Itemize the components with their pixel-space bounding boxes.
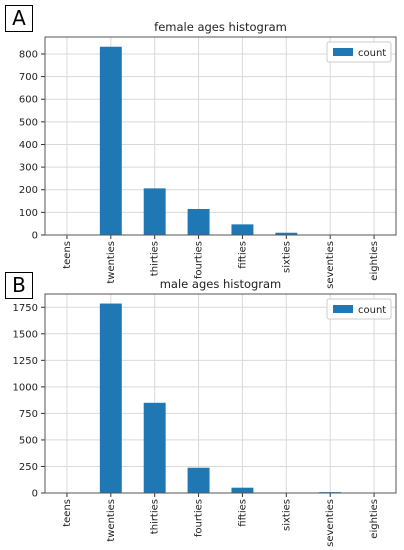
chart-0-xtick-label: twenties [106,241,117,284]
male-ages-chart: male ages histogram 0 250 500 750 1000 1250 150… [13,277,397,547]
chart-0-ytick-label: 400 [19,140,38,151]
chart-1-xtick-label: thirties [150,499,161,534]
chart-0-legend: count [326,41,392,63]
chart-0-ytick-label: 200 [19,185,38,196]
chart-0-ytick-label: 100 [19,208,38,219]
chart-1-ytick-label: 1000 [13,382,38,393]
chart-0-bar-sixties [275,232,298,235]
chart-0-ytick-label: 600 [19,95,38,106]
chart-0-xtick-label: seventies [325,241,336,289]
chart-1-title: male ages histogram [160,277,282,291]
chart-1-ytick-label: 250 [19,462,38,473]
chart-1-xtick-label: eighties [369,499,380,539]
chart-1-xtick-label: fifties [237,499,248,527]
panel-label-a: A [5,5,33,32]
chart-0-xtick-label: sixties [281,241,292,273]
chart-0-bar-thirties [143,188,166,235]
female-ages-chart: female ages histogram 0 100 200 300 400 500 600… [19,20,397,289]
chart-1-xtick-label: twenties [106,499,117,542]
chart-1-bar-fourties [187,467,210,493]
panel-a: A female ages histogram 0 100 200 300 400 500 6… [0,0,404,289]
chart-1-ytick-label: 750 [19,409,38,420]
chart-0-xtick-label: eighties [369,241,380,281]
chart-0-ytick-label: 800 [19,49,38,60]
chart-0-axes-frame [44,36,397,236]
chart-0-legend-label: count [358,48,386,59]
chart-1-legend-swatch [333,305,353,313]
chart-1-ytick-label: 0 [32,489,38,500]
chart-1-bar-fifties [231,487,254,493]
chart-1-axes-frame [44,293,397,494]
panel-b: B male ages histogram 0 250 500 750 1000 1250 1… [0,270,404,550]
chart-0-bar-fifties [231,224,254,235]
chart-0-xtick-label: thirties [150,241,161,276]
chart-0-ytick-label: 700 [19,72,38,83]
chart-1-ytick-label: 500 [19,435,38,446]
chart-0-title: female ages histogram [154,20,287,34]
chart-1-ytick-label: 1750 [13,303,38,314]
chart-1-legend-box [326,298,392,320]
chart-0-bar-fourties [187,208,210,235]
chart-1-xtick-label: seventies [325,499,336,547]
chart-0-bar-twenties [99,46,122,235]
chart-1-legend-label: count [358,305,386,316]
chart-0-ytick-label: 500 [19,117,38,128]
chart-0-ytick-label: 0 [32,231,38,242]
chart-1-legend: count [326,298,392,320]
chart-1-ytick-label: 1500 [13,329,38,340]
chart-0-xtick-label: teens [62,241,73,269]
chart-0-legend-box [326,41,392,63]
chart-0-xtick-label: fifties [237,241,248,269]
chart-1-bar-thirties [143,402,166,493]
chart-1-xtick-label: teens [62,499,73,527]
chart-1-xtick-label: sixties [281,499,292,531]
chart-0-ytick-label: 300 [19,163,38,174]
panel-label-b: B [5,272,33,299]
chart-0-legend-swatch [333,48,353,56]
chart-1-bar-twenties [99,303,122,493]
chart-1-ytick-label: 1250 [13,356,38,367]
chart-0-xtick-label: fourties [194,241,205,279]
chart-1-xtick-label: fourties [194,499,205,537]
